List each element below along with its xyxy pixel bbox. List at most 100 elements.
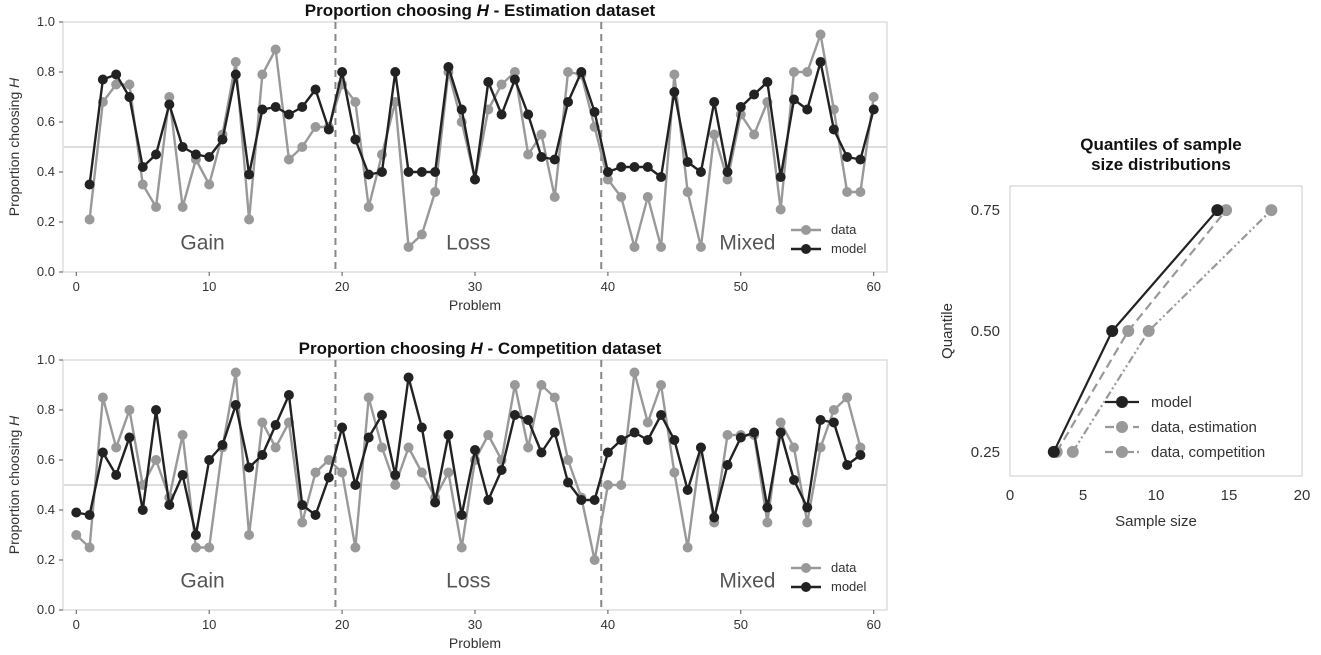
data-point-model (190, 149, 201, 160)
data-point-model (1211, 204, 1224, 217)
data-point-data (257, 69, 268, 80)
data-point-data (297, 142, 308, 152)
data-point-model (616, 435, 627, 445)
data-point-model (363, 169, 374, 180)
x-axis-label: Sample size (1115, 513, 1197, 530)
data-point-data (350, 542, 361, 553)
data-point-data (855, 187, 866, 197)
title-italic: H (471, 339, 484, 358)
data-point-model (430, 167, 441, 177)
series-line-model (88, 60, 875, 185)
data-point-model (350, 134, 361, 145)
data-point-data (616, 192, 627, 202)
series-line-data (88, 33, 875, 249)
data-point-data (376, 442, 387, 453)
data-point-model (430, 497, 441, 508)
y-axis-label: Quantile (939, 303, 956, 359)
x-tick-label: 60 (866, 279, 880, 294)
data-point-data (190, 542, 201, 553)
data-point-model (164, 500, 175, 510)
legend-label: model (1151, 394, 1192, 411)
y-tick-label: 0.0 (37, 602, 55, 617)
data-point-model (496, 465, 507, 475)
y-tick-label: 0.8 (37, 64, 55, 79)
data-point-data (177, 430, 188, 440)
region-label-mixed: Mixed (719, 232, 775, 255)
data-point-data (828, 405, 839, 415)
y-tick-label: 0.50 (971, 323, 1000, 340)
data-point-model (270, 102, 281, 112)
chart-title: Proportion choosing H - Estimation datas… (305, 1, 656, 20)
data-point-model (97, 447, 108, 458)
data-point-data (310, 122, 321, 132)
x-tick-label: 20 (1294, 487, 1311, 504)
data-point-data (177, 202, 188, 212)
data-point-data (323, 455, 334, 465)
data-point-data (549, 192, 560, 202)
x-tick-label: 0 (73, 617, 80, 632)
data-point-data (456, 542, 467, 553)
y-tick-label: 0.2 (37, 214, 55, 229)
data-point-model (310, 84, 321, 95)
y-tick-label: 0.2 (37, 552, 55, 567)
data-point-model (403, 372, 414, 383)
data-point-data (762, 517, 773, 528)
data-point-model (509, 74, 520, 85)
data-point-model (151, 149, 162, 160)
series-line-data-estimation (1055, 209, 1227, 453)
y-tick-label: 0.6 (37, 452, 55, 467)
data-point-model (735, 432, 746, 443)
legend-label-data: data (831, 222, 857, 237)
data-point-model (323, 124, 334, 135)
data-point-data (549, 392, 560, 403)
data-point-data (629, 367, 640, 378)
x-tick-label: 15 (1221, 487, 1238, 504)
data-point-data (536, 129, 547, 140)
y-tick-label: 0.8 (37, 402, 55, 417)
data-point-model (669, 435, 680, 445)
data-point-model (456, 104, 467, 115)
data-point-model (337, 422, 348, 433)
data-point-data (722, 430, 733, 440)
data-point-model (576, 67, 587, 77)
data-point-data (563, 455, 574, 465)
data-point-data (111, 79, 122, 90)
data-point-model (244, 462, 255, 473)
y-tick-label: 0.0 (37, 264, 55, 279)
y-tick-label: 0.25 (971, 444, 1000, 461)
data-point-model (629, 162, 640, 172)
data-point-data (775, 417, 786, 428)
data-point-model (71, 507, 82, 518)
series-line-model (76, 376, 862, 537)
data-point-model (788, 475, 799, 485)
x-tick-label: 50 (734, 279, 748, 294)
data-point-model (775, 427, 786, 438)
data-point-model (111, 470, 122, 480)
legend-marker-data (801, 563, 811, 573)
data-point-model (722, 167, 733, 177)
data-point-model (297, 500, 308, 510)
data-point-data (71, 530, 82, 540)
data-point-model (788, 94, 799, 105)
data-point-model (709, 97, 720, 107)
x-tick-label: 10 (202, 279, 216, 294)
data-point-model (629, 427, 640, 438)
x-tick-label: 50 (734, 617, 748, 632)
data-point-data (443, 467, 454, 478)
data-point-model (230, 69, 241, 80)
data-point-data (788, 67, 799, 77)
data-point-model (204, 455, 215, 465)
data-point-model (230, 400, 241, 410)
data-point-model (815, 415, 826, 425)
proportion-panel-0: 0 10 20 30 40 50 60 0.0 0.2 0.4 0.6 0.8 1.0 Proportio… (6, 1, 888, 313)
legend-marker-model (801, 244, 811, 254)
legend-label: data, competition (1151, 444, 1265, 461)
data-point-model (709, 512, 720, 523)
data-point-model (828, 124, 839, 135)
data-point-model (842, 152, 853, 162)
ylabel-italic: H (6, 77, 22, 88)
y-tick-label: 1.0 (37, 14, 55, 29)
data-point-model (563, 477, 574, 488)
data-point-model (270, 420, 281, 430)
legend-marker-data (801, 225, 811, 235)
